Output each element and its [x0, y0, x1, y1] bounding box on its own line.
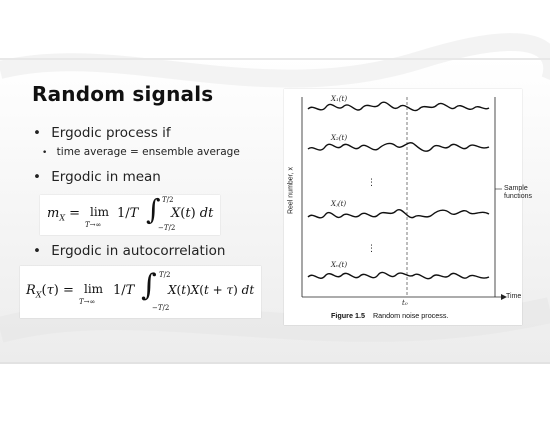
- mean-equation: mX = lim T→∞ 1/T ∫ T/2 −T/2 X(t) dt: [40, 193, 220, 235]
- signal-label-xj: Xⱼ(t): [331, 200, 347, 208]
- signal-label-xn: Xₙ(t): [331, 261, 348, 269]
- figure-caption-label: Figure 1.5: [331, 311, 365, 320]
- signal-xn: [307, 271, 490, 280]
- bullet-ergodic-process: Ergodic process if: [33, 125, 171, 141]
- bullet-ergodic-autocorr: Ergodic in autocorrelation: [33, 243, 225, 259]
- vdots-upper: ⋮: [367, 178, 376, 188]
- autocorr-equation: RX(τ) = lim T→∞ 1/T ∫ T/2 −T/2 X(t)X(t +…: [20, 266, 261, 318]
- x-axis-label: Time: [506, 293, 522, 300]
- y-axis-label: Reel number, x: [287, 166, 295, 215]
- random-noise-figure: ⋮ ⋮ Reel number, x X₁(t) X₂(t) Xⱼ(t) Xₙ(…: [284, 89, 532, 325]
- mean-eq-upper: T/2: [162, 196, 174, 204]
- side-label-functions: functions: [504, 193, 533, 200]
- signal-x1: [307, 101, 490, 112]
- mean-eq-frac: 1/T: [117, 206, 139, 221]
- mean-eq-lim: lim: [90, 205, 110, 219]
- bullet-ergodic-process-text: Ergodic process if: [51, 125, 171, 141]
- side-label-sample: Sample: [504, 185, 528, 192]
- mean-eq-lim-sub: T→∞: [85, 221, 102, 229]
- ac-eq-integral: ∫: [141, 268, 157, 303]
- signal-label-x1: X₁(t): [331, 95, 348, 103]
- sub-bullet-time-average: time average = ensemble average: [42, 146, 240, 158]
- ac-eq-lower: −T/2: [152, 304, 170, 312]
- ac-eq-lim: lim: [84, 282, 104, 296]
- figure-caption-text: Random noise process.: [372, 311, 449, 320]
- bullet-ergodic-mean: Ergodic in mean: [33, 169, 161, 185]
- signal-x2: [307, 142, 490, 152]
- ac-eq-lhs: RX(τ) =: [26, 283, 74, 300]
- ac-eq-frac: 1/T: [113, 283, 135, 298]
- signal-label-x2: X₂(t): [331, 134, 348, 142]
- noise-plot: ⋮ ⋮: [301, 97, 507, 300]
- ac-eq-lim-sub: T→∞: [79, 298, 96, 306]
- mean-eq-integral: ∫: [146, 193, 161, 226]
- figure-caption: Figure 1.5 Random noise process.: [331, 311, 448, 320]
- slide-title: Random signals: [32, 82, 214, 106]
- mean-eq-lhs: mX =: [47, 206, 81, 223]
- mean-eq-integrand: X(t) dt: [171, 206, 214, 221]
- time-arrow: [501, 294, 507, 300]
- bullet-ergodic-mean-text: Ergodic in mean: [51, 169, 161, 185]
- ac-eq-integrand: X(t)X(t + τ) dt: [168, 283, 255, 297]
- bullet-ergodic-autocorr-text: Ergodic in autocorrelation: [51, 243, 226, 259]
- sub-bullet-time-average-text: time average = ensemble average: [56, 146, 240, 158]
- signal-xj: [307, 209, 490, 219]
- ac-eq-upper: T/2: [159, 271, 171, 279]
- time-marker-label: t₀: [402, 299, 408, 307]
- mean-eq-lower: −T/2: [158, 224, 176, 232]
- vdots-lower: ⋮: [367, 244, 376, 254]
